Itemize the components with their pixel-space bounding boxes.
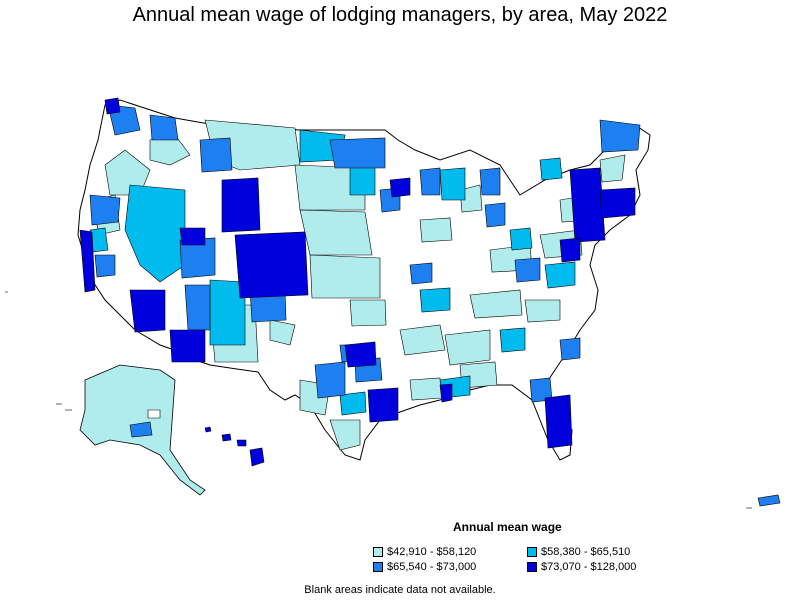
legend-item: $73,070 - $128,000 [527, 561, 636, 573]
hawaii [204, 426, 265, 467]
legend-item: $42,910 - $58,120 [373, 546, 476, 558]
tier2-regions [89, 129, 576, 416]
footnote: Blank areas indicate data not available. [304, 584, 496, 596]
legend-item: $58,380 - $65,510 [527, 546, 630, 558]
legend-swatch [527, 562, 537, 572]
legend-item: $65,540 - $73,000 [373, 561, 476, 573]
legend-swatch [373, 562, 383, 572]
alaska [79, 364, 206, 496]
legend-swatch [527, 547, 537, 557]
tier4-regions [79, 97, 636, 449]
legend-swatch [373, 547, 383, 557]
map-title: Annual mean wage of lodging managers, by… [132, 4, 668, 26]
legend-label: $65,540 - $73,000 [387, 561, 477, 573]
legend-label: $42,910 - $58,120 [387, 546, 477, 558]
legend-label: $58,380 - $65,510 [541, 546, 631, 558]
legend-title: Annual mean wage [453, 520, 562, 534]
legend-label: $73,070 - $128,000 [541, 561, 637, 573]
puerto-rico [757, 494, 781, 507]
small-islands [5, 291, 752, 509]
